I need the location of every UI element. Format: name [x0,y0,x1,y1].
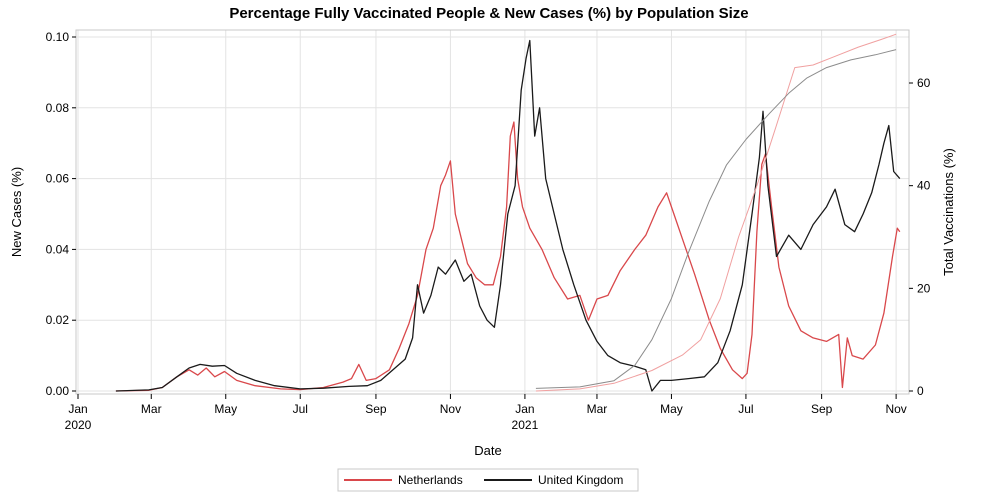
x-tick-year-label-0: 2020 [65,418,92,432]
y-left-tick-label-3: 0.06 [46,172,70,186]
y-right-tick-label-2: 40 [917,179,931,193]
x-tick-label-5: Nov [440,402,461,416]
x-tick-label-8: May [660,402,683,416]
series-line-united-kingdom-vaccination [535,49,897,389]
y-right-tick-label-0: 0 [917,384,924,398]
x-tick-year-label-6: 2021 [512,418,539,432]
x-axis-label: Date [474,443,501,458]
y-left-tick-label-0: 0.00 [46,384,70,398]
x-tick-label-6: Jan [515,402,534,416]
plot-frame [75,29,910,395]
legend: Netherlands United Kingdom [337,468,639,492]
series-layer [115,33,901,392]
x-tick-label-9: Jul [738,402,753,416]
x-tick-label-0: Jan [68,402,87,416]
x-tick-label-2: May [214,402,237,416]
x-tick-label-1: Mar [141,402,162,416]
y-left-tick-label-2: 0.04 [46,242,70,256]
y-right-ticks: 0 20 40 60 [909,76,931,398]
grid [76,30,909,394]
x-tick-label-7: Mar [587,402,608,416]
y-left-tick-label-1: 0.02 [46,313,70,327]
y-right-tick-label-1: 20 [917,281,931,295]
x-tick-label-11: Nov [885,402,906,416]
chart-title: Percentage Fully Vaccinated People & New… [229,5,748,22]
y-left-ticks: 0.00 0.02 0.04 0.06 0.08 0.10 [46,30,76,398]
x-tick-label-3: Jul [293,402,308,416]
y-right-tick-label-3: 60 [917,76,931,90]
legend-label-united-kingdom: United Kingdom [538,473,623,487]
x-tick-label-10: Sep [811,402,833,416]
y-right-axis-label: Total Vaccinations (%) [941,148,956,276]
series-line-netherlands-cases [115,121,901,392]
x-tick-label-4: Sep [365,402,387,416]
series-line-united-kingdom-cases [115,39,901,392]
legend-label-netherlands: Netherlands [398,473,463,487]
y-left-tick-label-4: 0.08 [46,101,70,115]
y-left-axis-label: New Cases (%) [9,167,24,257]
y-left-tick-label-5: 0.10 [46,30,70,44]
x-ticks: Jan 2020 Mar May Jul Sep Nov Jan 2021 Mar May Jul Se… [65,394,907,432]
series-line-netherlands-vaccination [535,33,897,392]
